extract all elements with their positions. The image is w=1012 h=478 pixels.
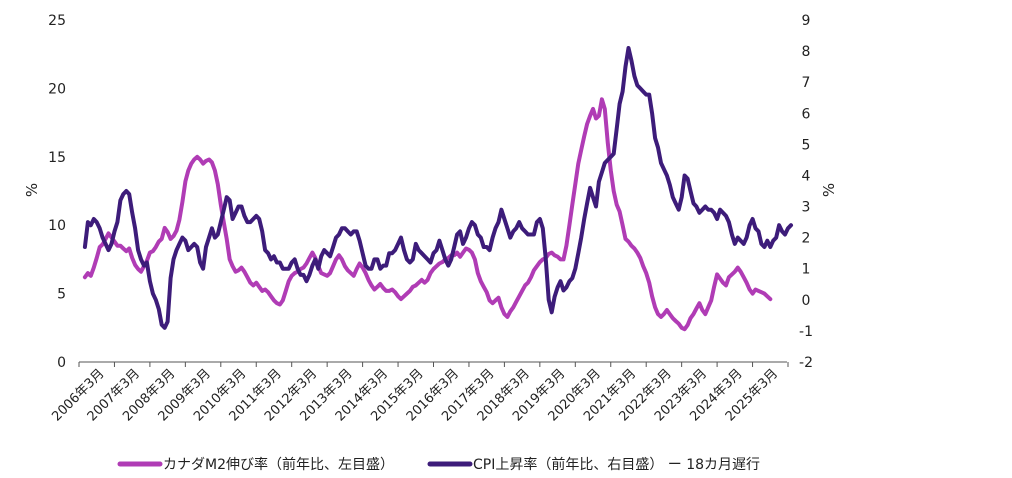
series-line-m2 bbox=[82, 97, 773, 332]
right-y-tick-label: 0 bbox=[802, 293, 811, 309]
right-y-tick-label: 3 bbox=[802, 200, 811, 216]
right-y-tick-label: 9 bbox=[802, 13, 811, 29]
legend: カナダM2伸び率（前年比、左目盛） CPI上昇率（前年比、右目盛） ー 18カ月… bbox=[117, 456, 760, 473]
legend-label-cpi: CPI上昇率（前年比、右目盛） ー 18カ月遅行 bbox=[473, 456, 760, 473]
left-axis-title: % bbox=[23, 183, 41, 197]
left-y-tick-label: 5 bbox=[57, 287, 66, 303]
right-y-tick-label: 6 bbox=[802, 106, 811, 122]
left-y-tick-label: 10 bbox=[48, 218, 66, 234]
left-y-tick-label: 15 bbox=[48, 150, 66, 166]
right-y-tick-label: 4 bbox=[802, 168, 811, 184]
right-y-tick-label: -1 bbox=[799, 324, 813, 340]
right-y-tick-label: -2 bbox=[799, 355, 813, 371]
left-y-tick-label: 0 bbox=[57, 355, 66, 371]
series-layer bbox=[82, 46, 793, 332]
legend-label-m2: カナダM2伸び率（前年比、左目盛） bbox=[163, 456, 394, 473]
right-y-tick-label: 5 bbox=[802, 137, 811, 153]
left-y-tick-label: 25 bbox=[48, 13, 66, 29]
right-y-tick-label: 8 bbox=[802, 44, 811, 60]
right-axis-title: % bbox=[820, 183, 838, 197]
right-y-tick-label: 1 bbox=[802, 262, 811, 278]
left-y-axis: 0 5 10 15 20 25 bbox=[48, 13, 66, 371]
right-y-tick-label: 7 bbox=[802, 75, 811, 91]
left-y-tick-label: 20 bbox=[48, 81, 66, 97]
right-y-axis: -2 -1 0 1 2 3 4 5 6 7 8 9 bbox=[799, 13, 813, 371]
series-line-cpi bbox=[82, 46, 793, 330]
right-y-tick-label: 2 bbox=[802, 231, 811, 247]
x-axis: 2006年3月2007年3月2008年3月2009年3月2010年3月2011年… bbox=[49, 361, 789, 424]
